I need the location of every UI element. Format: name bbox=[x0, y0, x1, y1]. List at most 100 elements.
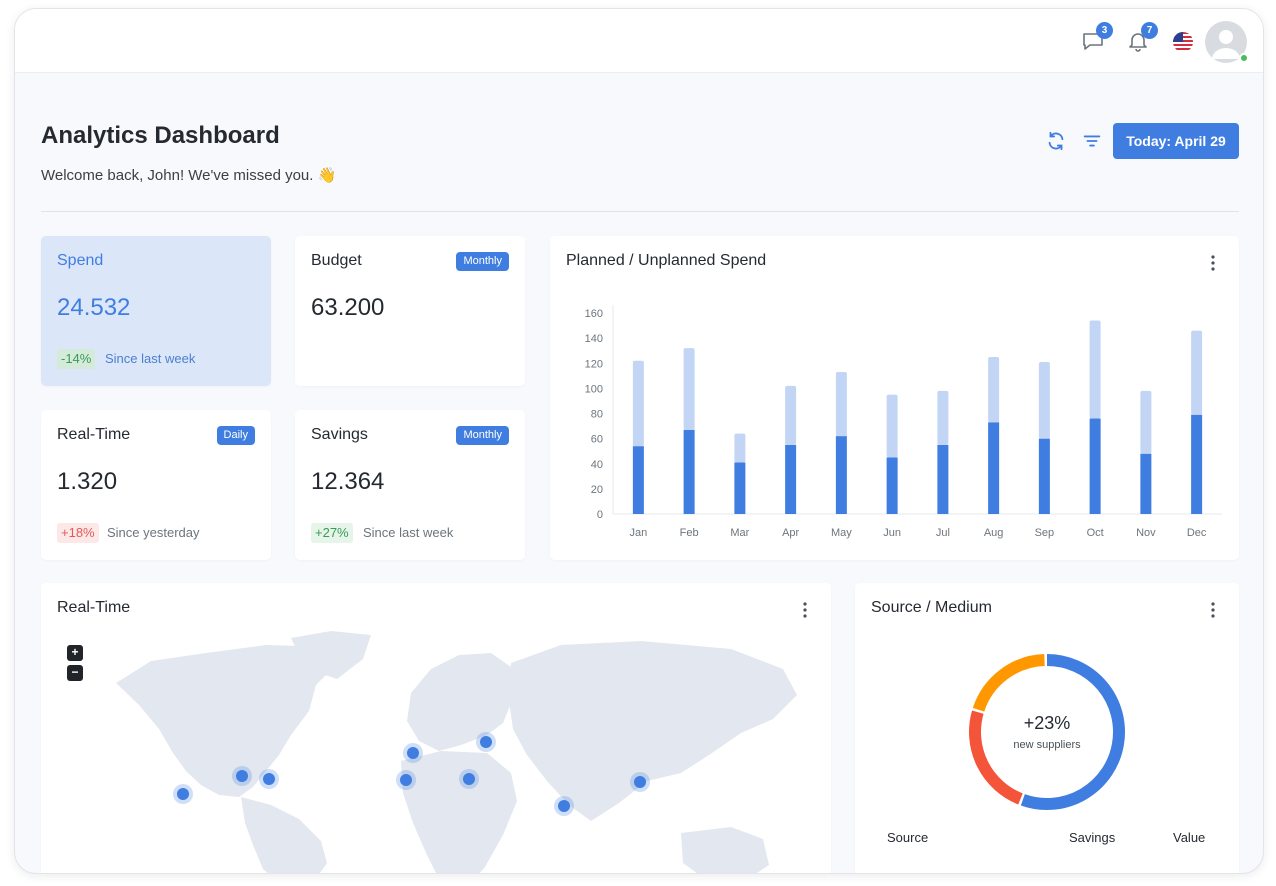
x-tick-label: Sep bbox=[1035, 527, 1055, 539]
y-tick-label: 0 bbox=[597, 509, 603, 521]
savings-badge: Monthly bbox=[456, 426, 509, 445]
bar-sep-series-1 bbox=[1038, 438, 1050, 514]
australia-shape bbox=[681, 827, 769, 873]
realtime-stat-card: Real-Time Daily 1.320 +18% Since yesterd… bbox=[41, 410, 271, 560]
y-tick-label: 40 bbox=[591, 459, 603, 471]
page-subtitle: Welcome back, John! We've missed you. 👋 bbox=[41, 167, 337, 184]
messages-icon[interactable]: 3 bbox=[1081, 22, 1113, 53]
bar-mar-series-1 bbox=[734, 462, 746, 514]
donut-center-value: +23% bbox=[1023, 713, 1071, 733]
bar-jul-series-1 bbox=[937, 444, 949, 514]
budget-card: Budget Monthly 63.200 bbox=[295, 236, 525, 386]
bar-dec-series-2 bbox=[1191, 330, 1203, 415]
bar-jul-series-2 bbox=[937, 390, 949, 445]
source-donut-chart bbox=[969, 654, 1125, 810]
refresh-icon[interactable] bbox=[1045, 130, 1067, 152]
bar-aug-series-2 bbox=[988, 356, 1000, 423]
budget-value: 63.200 bbox=[311, 294, 385, 321]
y-tick-label: 60 bbox=[591, 434, 603, 446]
zoom-out-button[interactable]: − bbox=[67, 665, 83, 681]
bar-apr-series-1 bbox=[785, 444, 797, 514]
realtime-title: Real-Time bbox=[57, 426, 131, 443]
donut-center-label: new suppliers bbox=[1013, 739, 1081, 751]
more-vertical-icon[interactable] bbox=[797, 601, 813, 619]
map-marker-istanbul bbox=[459, 769, 479, 789]
y-tick-label: 120 bbox=[585, 358, 603, 370]
bar-apr-series-2 bbox=[785, 385, 797, 445]
y-tick-label: 100 bbox=[585, 383, 603, 395]
donut-segment-3 bbox=[972, 654, 1045, 712]
top-navbar: 3 7 bbox=[15, 9, 1263, 73]
us-flag-icon[interactable] bbox=[1173, 32, 1193, 52]
map-marker-chicago bbox=[232, 766, 252, 786]
donut-segment-1 bbox=[1020, 654, 1125, 810]
bar-oct-series-1 bbox=[1089, 418, 1101, 514]
budget-title: Budget bbox=[311, 252, 362, 269]
x-tick-label: Oct bbox=[1087, 527, 1104, 539]
africa-shape bbox=[401, 751, 517, 873]
bar-mar-series-2 bbox=[734, 433, 746, 463]
zoom-in-button[interactable]: + bbox=[67, 645, 83, 661]
spend-card: Spend 24.532 -14% Since last week bbox=[41, 236, 271, 386]
bar-nov-series-2 bbox=[1140, 390, 1152, 454]
realtime-period: Since yesterday bbox=[107, 525, 200, 540]
map-marker-mumbai bbox=[554, 796, 574, 816]
filter-icon[interactable] bbox=[1081, 130, 1103, 152]
planned-spend-title: Planned / Unplanned Spend bbox=[566, 252, 767, 269]
asia-shape bbox=[509, 641, 797, 821]
bar-jan-series-1 bbox=[632, 446, 644, 514]
messages-badge: 3 bbox=[1096, 22, 1113, 39]
y-tick-label: 160 bbox=[585, 308, 603, 320]
realtime-value: 1.320 bbox=[57, 468, 118, 495]
savings-change: +27% bbox=[311, 523, 353, 543]
today-date-button[interactable]: Today: April 29 bbox=[1113, 123, 1239, 159]
bar-may-series-2 bbox=[835, 372, 847, 437]
spend-value: 24.532 bbox=[57, 294, 131, 321]
bar-feb-series-2 bbox=[683, 348, 695, 430]
column-header-savings: Savings bbox=[1069, 830, 1116, 845]
budget-badge: Monthly bbox=[456, 252, 509, 271]
y-tick-label: 140 bbox=[585, 333, 603, 345]
savings-value: 12.364 bbox=[311, 468, 385, 495]
y-tick-label: 80 bbox=[591, 409, 603, 421]
x-tick-label: Feb bbox=[680, 527, 699, 539]
x-tick-label: Jan bbox=[630, 527, 648, 539]
bar-aug-series-1 bbox=[988, 422, 1000, 514]
x-tick-label: Apr bbox=[782, 527, 799, 539]
bar-may-series-1 bbox=[835, 436, 847, 514]
x-tick-label: Jul bbox=[936, 527, 950, 539]
app-window: 3 7 Analytics Dashboard Wel bbox=[14, 8, 1264, 874]
spend-period: Since last week bbox=[105, 351, 196, 366]
x-tick-label: Nov bbox=[1136, 527, 1156, 539]
map-marker-shanghai bbox=[630, 772, 650, 792]
planned-spend-chart: 0 20 40 60 80 100 120 140 160 Jan Feb Mar Apr May Jun J… bbox=[585, 305, 1222, 539]
y-tick-label: 20 bbox=[591, 484, 603, 496]
x-tick-label: Aug bbox=[984, 527, 1004, 539]
more-vertical-icon[interactable] bbox=[1205, 601, 1221, 619]
map-marker-london bbox=[403, 743, 423, 763]
column-header-source: Source bbox=[887, 830, 929, 845]
bar-sep-series-2 bbox=[1038, 361, 1050, 439]
header-divider bbox=[41, 211, 1239, 212]
more-vertical-icon[interactable] bbox=[1205, 254, 1221, 272]
bar-jun-series-1 bbox=[886, 457, 898, 514]
greenland-shape bbox=[291, 631, 371, 679]
world-map[interactable] bbox=[41, 583, 831, 874]
source-medium-card: Source / Medium +23% new suppliers Sourc… bbox=[855, 583, 1239, 873]
donut-segment-2 bbox=[969, 710, 1023, 805]
map-marker-moscow bbox=[476, 732, 496, 752]
notifications-badge: 7 bbox=[1141, 22, 1158, 39]
map-title: Real-Time bbox=[57, 599, 131, 616]
bar-feb-series-1 bbox=[683, 429, 695, 514]
page-title: Analytics Dashboard bbox=[41, 122, 280, 149]
bar-oct-series-2 bbox=[1089, 320, 1101, 419]
savings-card: Savings Monthly 12.364 +27% Since last w… bbox=[295, 410, 525, 560]
x-tick-label: Jun bbox=[883, 527, 901, 539]
bar-dec-series-1 bbox=[1191, 414, 1203, 514]
realtime-change: +18% bbox=[57, 523, 99, 543]
x-tick-label: May bbox=[831, 527, 852, 539]
planned-spend-card: Planned / Unplanned Spend 0 20 40 60 80 100 12… bbox=[550, 236, 1239, 560]
bell-icon[interactable]: 7 bbox=[1126, 22, 1158, 53]
spend-change: -14% bbox=[57, 349, 96, 369]
map-marker-new-york bbox=[259, 769, 279, 789]
